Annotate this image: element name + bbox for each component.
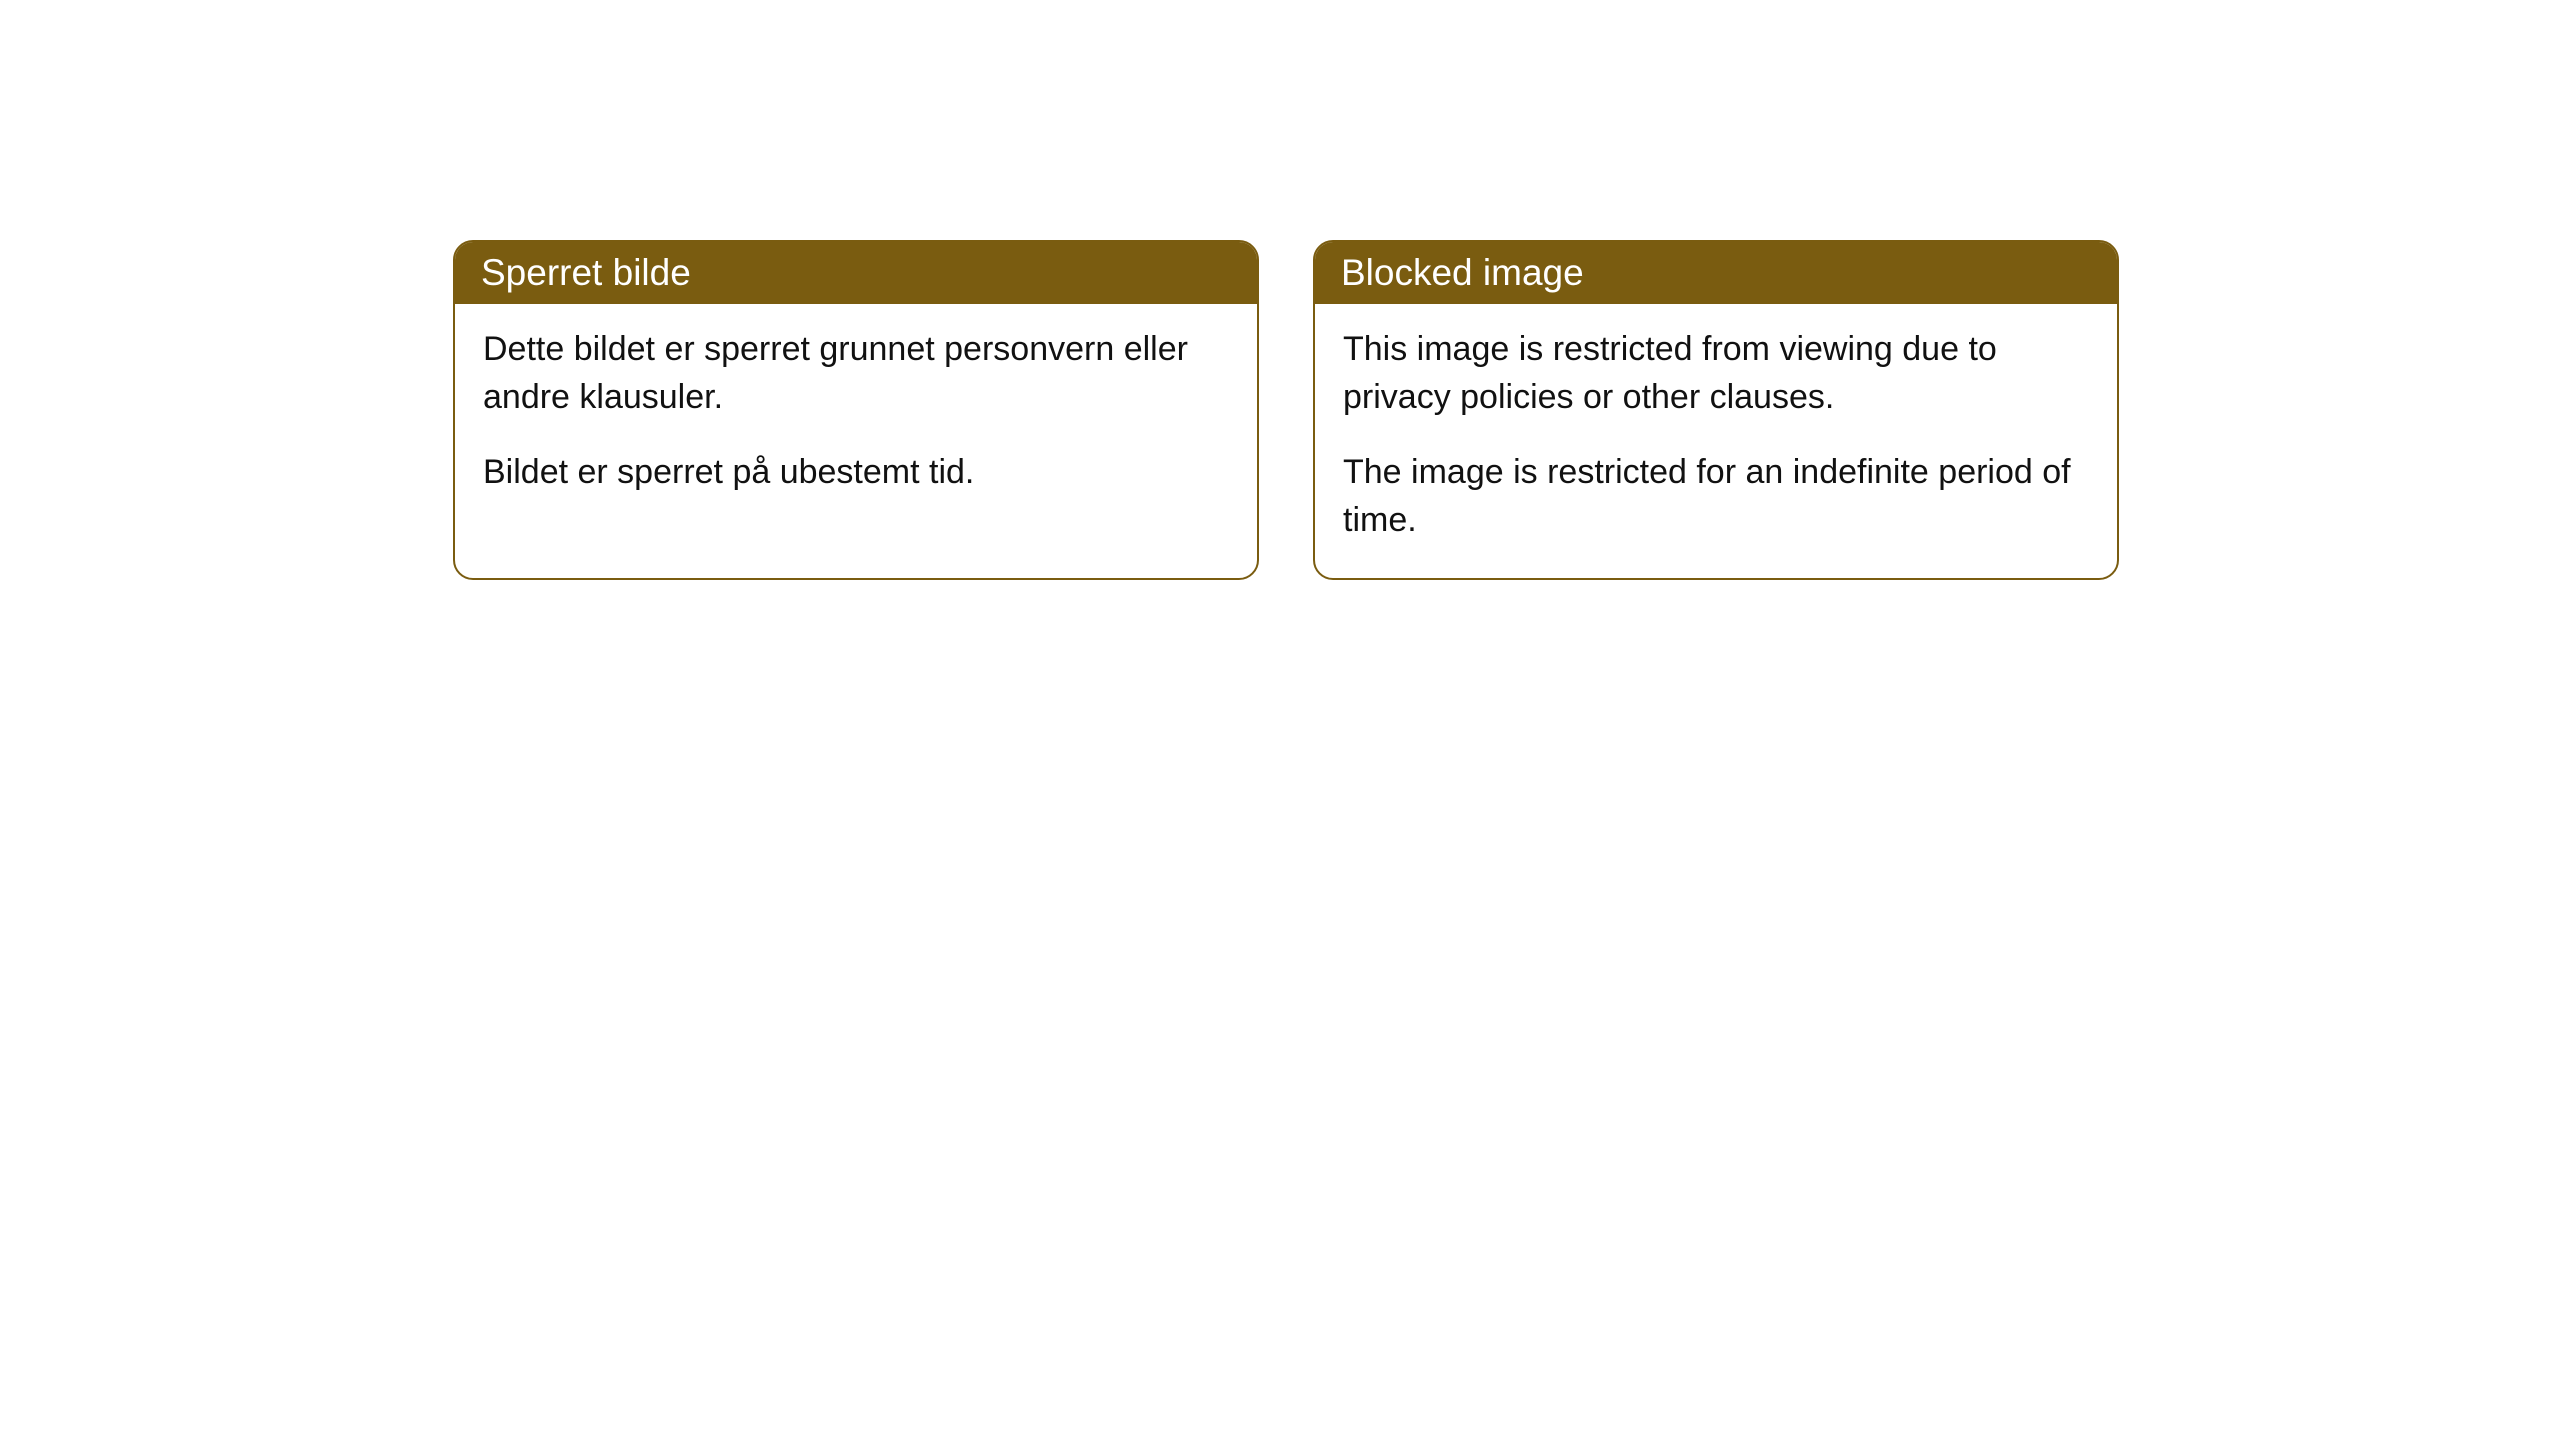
cards-container: Sperret bilde Dette bildet er sperret gr… [0, 0, 2560, 580]
card-paragraph: Dette bildet er sperret grunnet personve… [483, 326, 1229, 421]
card-paragraph: This image is restricted from viewing du… [1343, 326, 2089, 421]
card-title: Blocked image [1341, 252, 1584, 293]
card-paragraph: The image is restricted for an indefinit… [1343, 449, 2089, 544]
card-header: Sperret bilde [455, 242, 1257, 304]
card-body: This image is restricted from viewing du… [1315, 304, 2117, 578]
card-title: Sperret bilde [481, 252, 691, 293]
blocked-image-card-english: Blocked image This image is restricted f… [1313, 240, 2119, 580]
card-body: Dette bildet er sperret grunnet personve… [455, 304, 1257, 531]
card-header: Blocked image [1315, 242, 2117, 304]
card-paragraph: Bildet er sperret på ubestemt tid. [483, 449, 1229, 497]
blocked-image-card-norwegian: Sperret bilde Dette bildet er sperret gr… [453, 240, 1259, 580]
